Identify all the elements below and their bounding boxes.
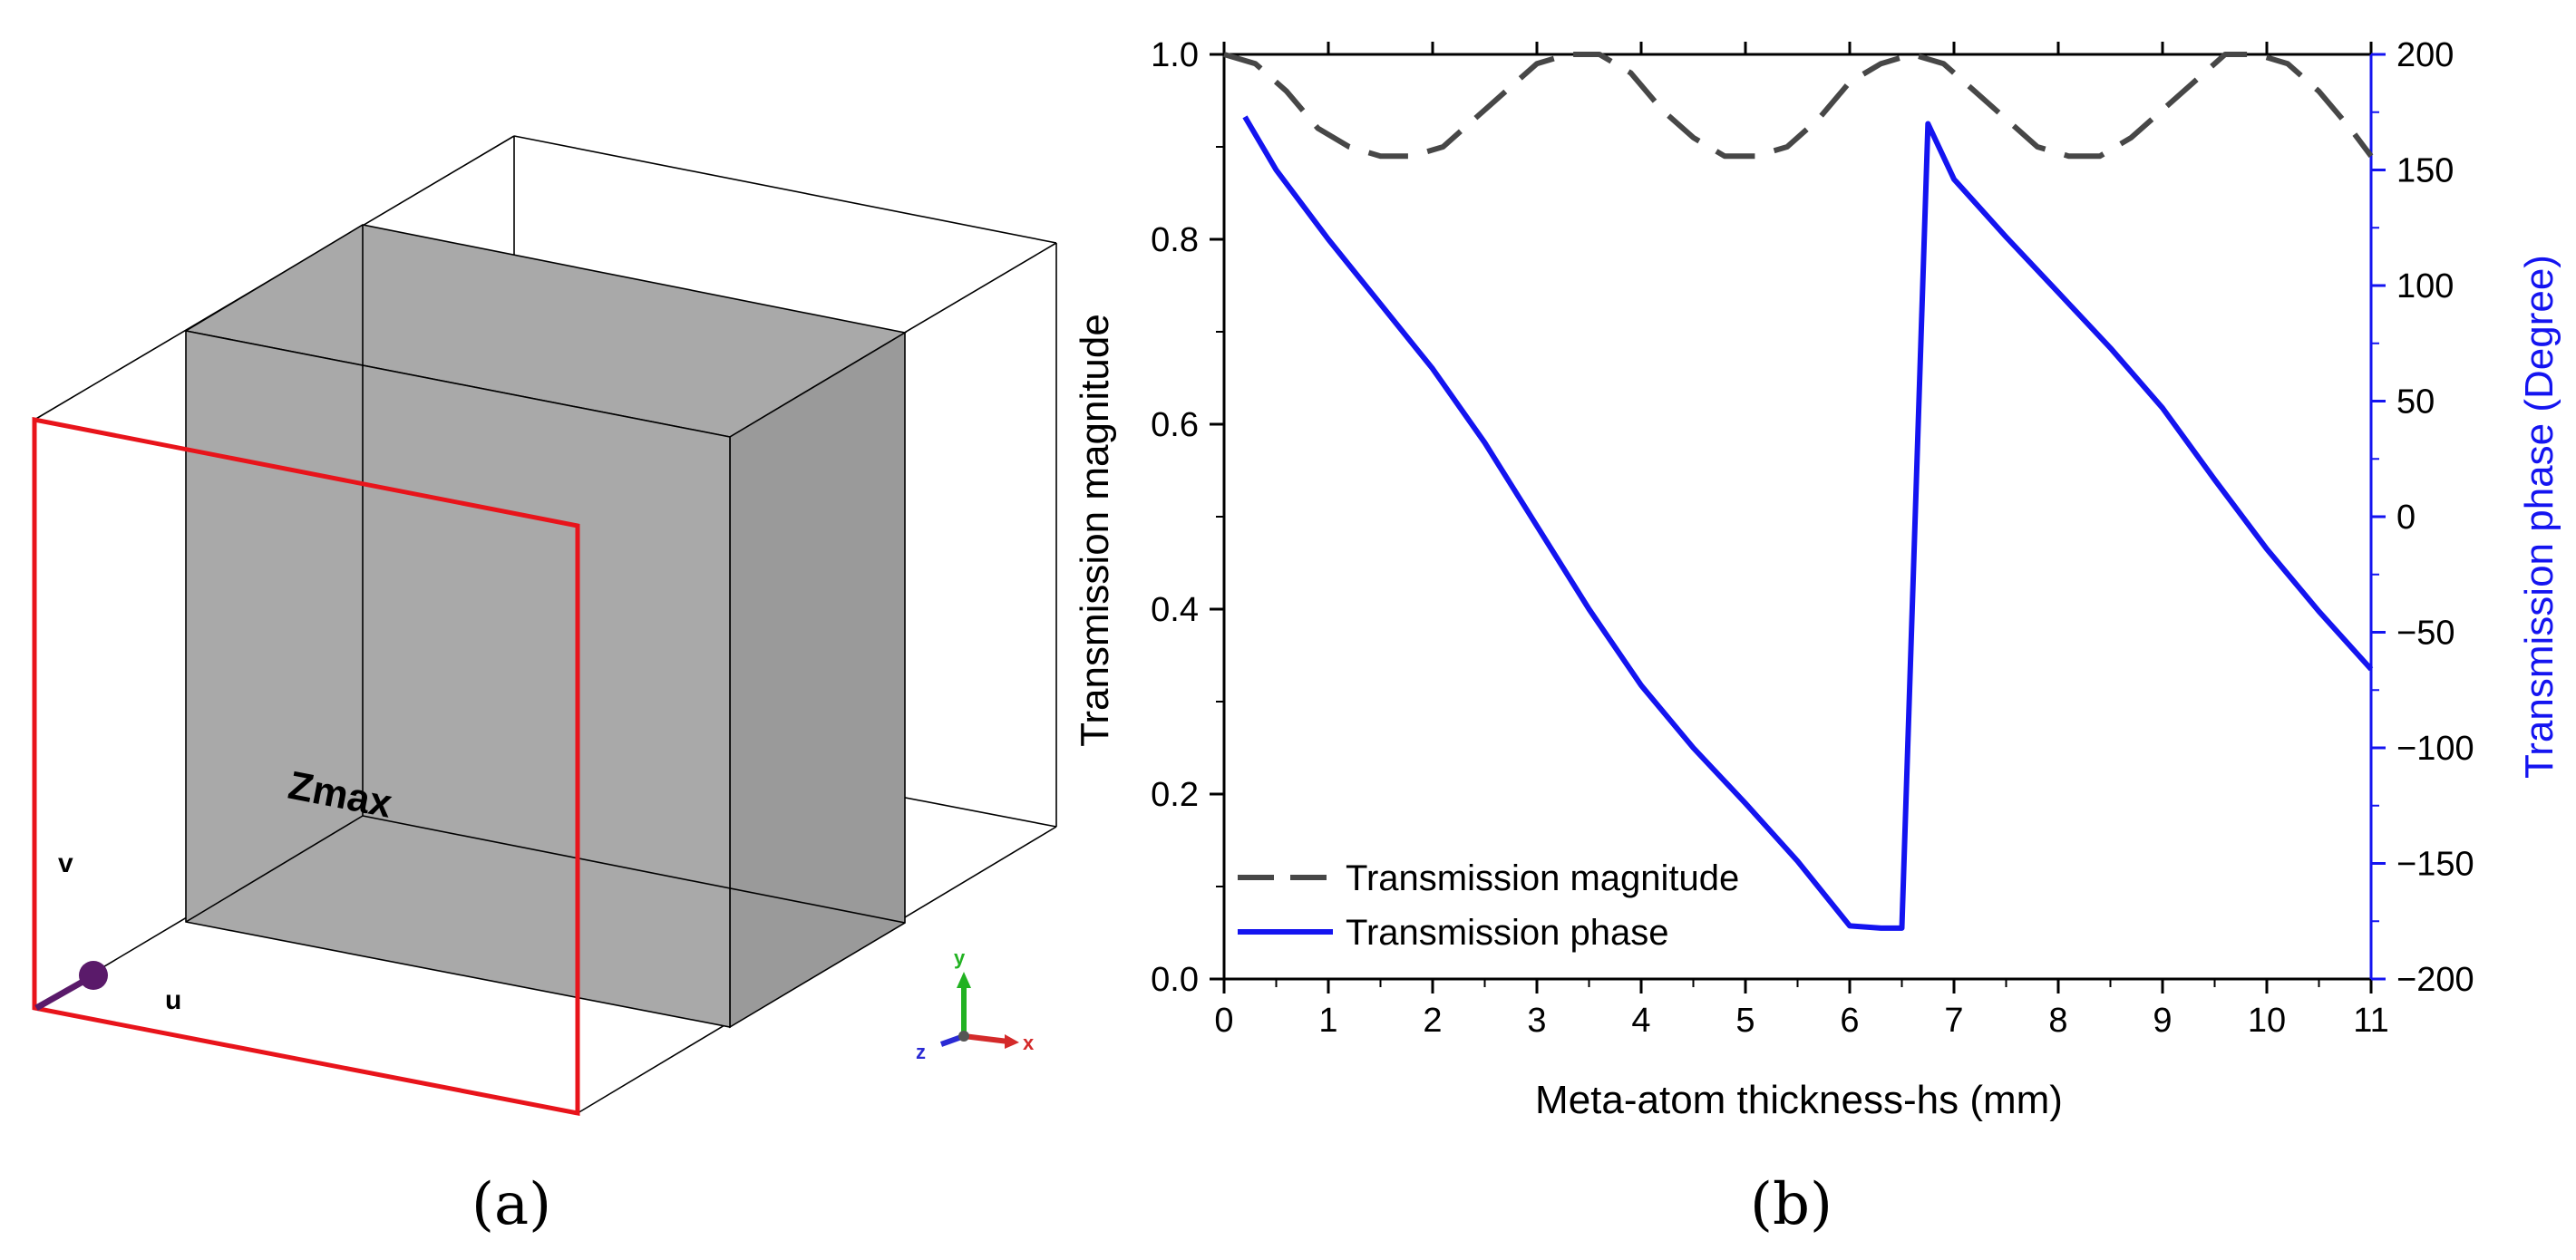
port-outline	[32, 416, 580, 1117]
axis-triad-icon: y x z	[916, 946, 1035, 1063]
x-tick-label: 9	[2153, 1002, 2172, 1040]
triad-y-label: y	[954, 946, 966, 969]
y-right-tick-label: −100	[2396, 730, 2474, 768]
x-tick-label: 1	[1318, 1002, 1337, 1040]
y-right-tick-label: −200	[2396, 961, 2474, 999]
x-tick-label: 3	[1527, 1002, 1546, 1040]
x-tick-label: 7	[1944, 1002, 1963, 1040]
y-right-tick-label: 100	[2396, 267, 2454, 305]
triad-z-label: z	[916, 1041, 926, 1063]
axis-ticks: 0 1 2 3 4 5 6 7 8 9 10 11 0.0 0.2 0.4 0.6 0.8 1.0 200 150 10…	[1151, 36, 2474, 1040]
y-axis-left-label: Transmission magnitude	[1073, 314, 1117, 747]
port-axis-u-label: u	[165, 985, 181, 1015]
y-left-tick-label: 0.2	[1151, 776, 1199, 814]
legend: Transmission magnitude Transmission phase	[1238, 858, 1739, 953]
port-marker-icon	[34, 961, 108, 1012]
plot-frame	[1222, 53, 2373, 981]
x-tick-label: 11	[2353, 1002, 2388, 1040]
caption-a: (a)	[471, 1171, 552, 1238]
x-tick-label: 10	[2248, 1002, 2286, 1040]
y-right-tick-label: 50	[2396, 383, 2435, 422]
x-tick-label: 6	[1840, 1002, 1859, 1040]
x-tick-label: 5	[1735, 1002, 1755, 1040]
simulation-box-view: Zmax v u y x z	[32, 135, 1057, 1117]
x-tick-label: 4	[1631, 1002, 1650, 1040]
x-tick-label: 2	[1423, 1002, 1442, 1040]
y-right-tick-label: −150	[2396, 846, 2474, 884]
port-axis-v-label: v	[58, 848, 73, 878]
transmission-chart: 0 1 2 3 4 5 6 7 8 9 10 11 0.0 0.2 0.4 0.6 0.8 1.0 200 150 10…	[1073, 36, 2561, 1122]
dielectric-slab	[183, 224, 908, 1029]
y-axis-right-label: Transmission phase (Degree)	[2517, 255, 2561, 779]
x-tick-label: 8	[2048, 1002, 2067, 1040]
legend-label: Transmission magnitude	[1346, 858, 1739, 898]
series-layer	[1223, 52, 2374, 931]
series-line-transmission-phase	[1242, 115, 2374, 931]
y-right-tick-label: −50	[2396, 615, 2454, 653]
y-left-tick-label: 0.0	[1151, 961, 1199, 999]
x-tick-label: 0	[1214, 1002, 1233, 1040]
y-right-tick-label: 0	[2396, 499, 2416, 537]
caption-b: (b)	[1750, 1171, 1832, 1238]
series-line-transmission-magnitude	[1223, 52, 2374, 160]
y-right-tick-label: 150	[2396, 152, 2454, 190]
y-left-tick-label: 0.6	[1151, 406, 1199, 444]
legend-label: Transmission phase	[1346, 913, 1668, 953]
y-left-tick-label: 0.8	[1151, 221, 1199, 259]
y-left-tick-label: 0.4	[1151, 591, 1199, 629]
y-left-tick-label: 1.0	[1151, 36, 1199, 74]
y-right-tick-label: 200	[2396, 36, 2454, 74]
triad-x-label: x	[1023, 1032, 1035, 1054]
x-axis-label: Meta-atom thickness-hs (mm)	[1535, 1078, 2063, 1122]
